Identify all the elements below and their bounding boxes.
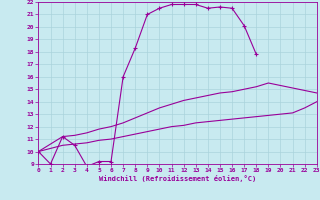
X-axis label: Windchill (Refroidissement éolien,°C): Windchill (Refroidissement éolien,°C) xyxy=(99,175,256,182)
